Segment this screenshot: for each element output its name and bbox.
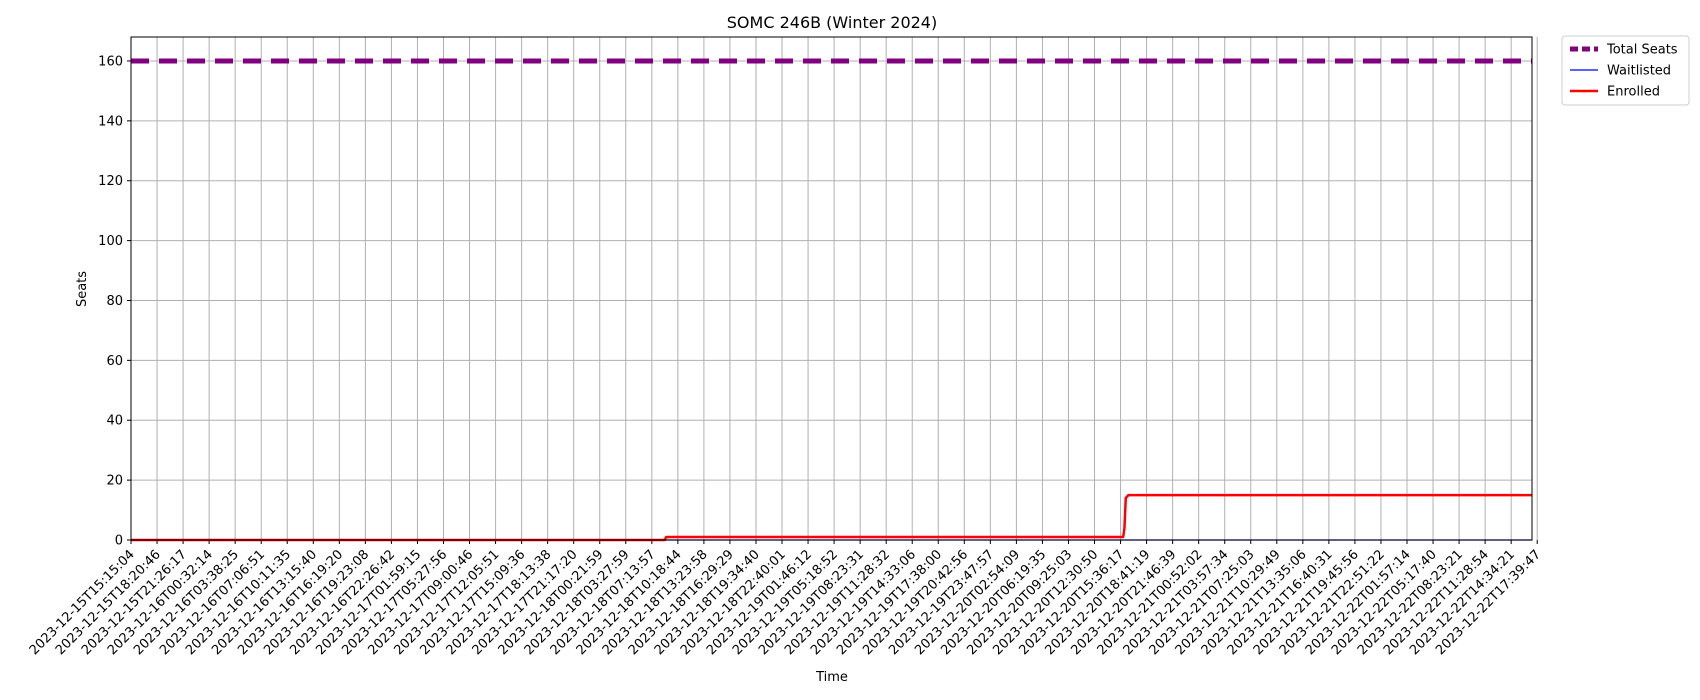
y-tick-label: 100	[98, 234, 123, 249]
y-tick-label: 20	[106, 474, 123, 489]
y-tick-label: 0	[115, 534, 123, 549]
legend-label: Total Seats	[1606, 43, 1678, 58]
y-tick-label: 120	[98, 174, 123, 189]
y-tick-label: 60	[106, 354, 123, 369]
y-tick-label: 40	[106, 414, 123, 429]
plot-frame	[130, 36, 1533, 541]
y-axis-label: Seats	[75, 271, 90, 307]
y-tick-label: 80	[106, 294, 123, 309]
legend-label: Waitlisted	[1607, 64, 1671, 79]
x-axis: 2023-12-15T15:15:042023-12-15T18:20:4620…	[27, 540, 1544, 658]
legend-box	[1561, 35, 1690, 106]
series-line-enrolled	[131, 493, 1532, 542]
grid	[130, 37, 1538, 541]
chart-title: SOMC 246B (Winter 2024)	[727, 13, 937, 32]
x-axis-label: Time	[815, 670, 848, 685]
legend: Total Seats Waitlisted Enrolled	[1561, 35, 1690, 106]
y-tick-label: 160	[98, 54, 123, 69]
legend-label: Enrolled	[1607, 85, 1660, 100]
y-axis: 0 20 40 60 80 100 120 140 160	[98, 54, 131, 549]
y-tick-label: 140	[98, 114, 123, 129]
